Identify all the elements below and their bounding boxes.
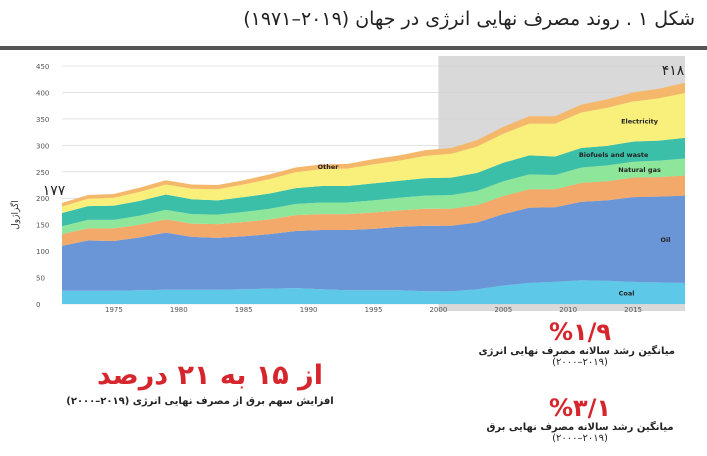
energy-growth-label: میانگین رشد سالانه مصرف نهایی انرژی (478, 346, 676, 357)
series-label: Electricity (621, 118, 659, 126)
x-tick-label: 1980 (170, 306, 188, 314)
series-label: Other (318, 163, 340, 171)
total-annotation: ۱۷۷ (43, 183, 66, 199)
y-tick-label: 350 (36, 116, 49, 124)
series-area-coal (62, 280, 685, 304)
x-tick-label: 1995 (365, 306, 383, 314)
electricity-growth-range: (۲۰۱۹–۲۰۰۰) (552, 433, 608, 444)
energy-area-chart: 0 50 100 150 200 250 300 350 400 450 1975 1980 1985 1… (9, 56, 685, 314)
y-tick-label: 200 (36, 195, 49, 203)
x-tick-label: 2010 (559, 306, 577, 314)
total-annotation: ۴۱۸ (662, 63, 685, 79)
series-area-natural-gas (62, 158, 685, 235)
x-tick-label: 1975 (105, 306, 123, 314)
y-tick-label: 450 (36, 63, 49, 71)
electricity-growth-stat: %۳/۱ میانگین رشد سالانه مصرف نهایی برق (… (485, 394, 675, 444)
total-annotation: ۲۹۳ (427, 56, 450, 60)
x-tick-label: 1985 (235, 306, 253, 314)
series-area-oil (62, 195, 685, 292)
series-area-biofuels-and-waste (62, 137, 685, 227)
electricity-growth-value: %۳/۱ (548, 394, 612, 422)
y-tick-label: 0 (36, 301, 40, 309)
energy-growth-stat: %۱/۹ میانگین رشد سالانه مصرف نهایی انرژی… (478, 318, 676, 368)
electricity-share-value: از ۱۵ به ۲۱ درصد (97, 360, 323, 391)
series-area-electricity (62, 92, 685, 214)
y-tick-label: 400 (36, 89, 49, 97)
series-area-other (62, 82, 685, 207)
x-tick-label: 1990 (300, 306, 318, 314)
series-label: Natural gas (618, 166, 661, 174)
x-tick-label: 2005 (494, 306, 512, 314)
y-tick-label: 300 (36, 142, 49, 150)
electricity-share-label: افزایش سهم برق از مصرف نهایی انرژی (۲۰۱۹… (66, 396, 334, 407)
energy-growth-value: %۱/۹ (548, 318, 612, 346)
x-tick-label: 2000 (429, 306, 447, 314)
electricity-growth-label: میانگین رشد سالانه مصرف نهایی برق (486, 422, 674, 433)
y-tick-label: 250 (36, 169, 49, 177)
y-tick-label: 50 (36, 275, 45, 283)
series-area-unlabeled-2 (62, 175, 685, 246)
y-tick-label: 150 (36, 222, 49, 230)
x-tick-label: 2015 (624, 306, 642, 314)
y-axis-label: اگزاژول (9, 200, 21, 229)
energy-growth-range: (۲۰۱۹–۲۰۰۰) (552, 357, 608, 368)
figure-caption: شکل ۱ . روند مصرف نهایی انرژی در جهان (۲… (243, 8, 695, 30)
series-label: Coal (619, 289, 635, 297)
y-tick-label: 100 (36, 248, 49, 256)
caption-divider (0, 46, 707, 50)
series-label: Biofuels and waste (579, 151, 649, 159)
series-label: Oil (661, 236, 671, 244)
